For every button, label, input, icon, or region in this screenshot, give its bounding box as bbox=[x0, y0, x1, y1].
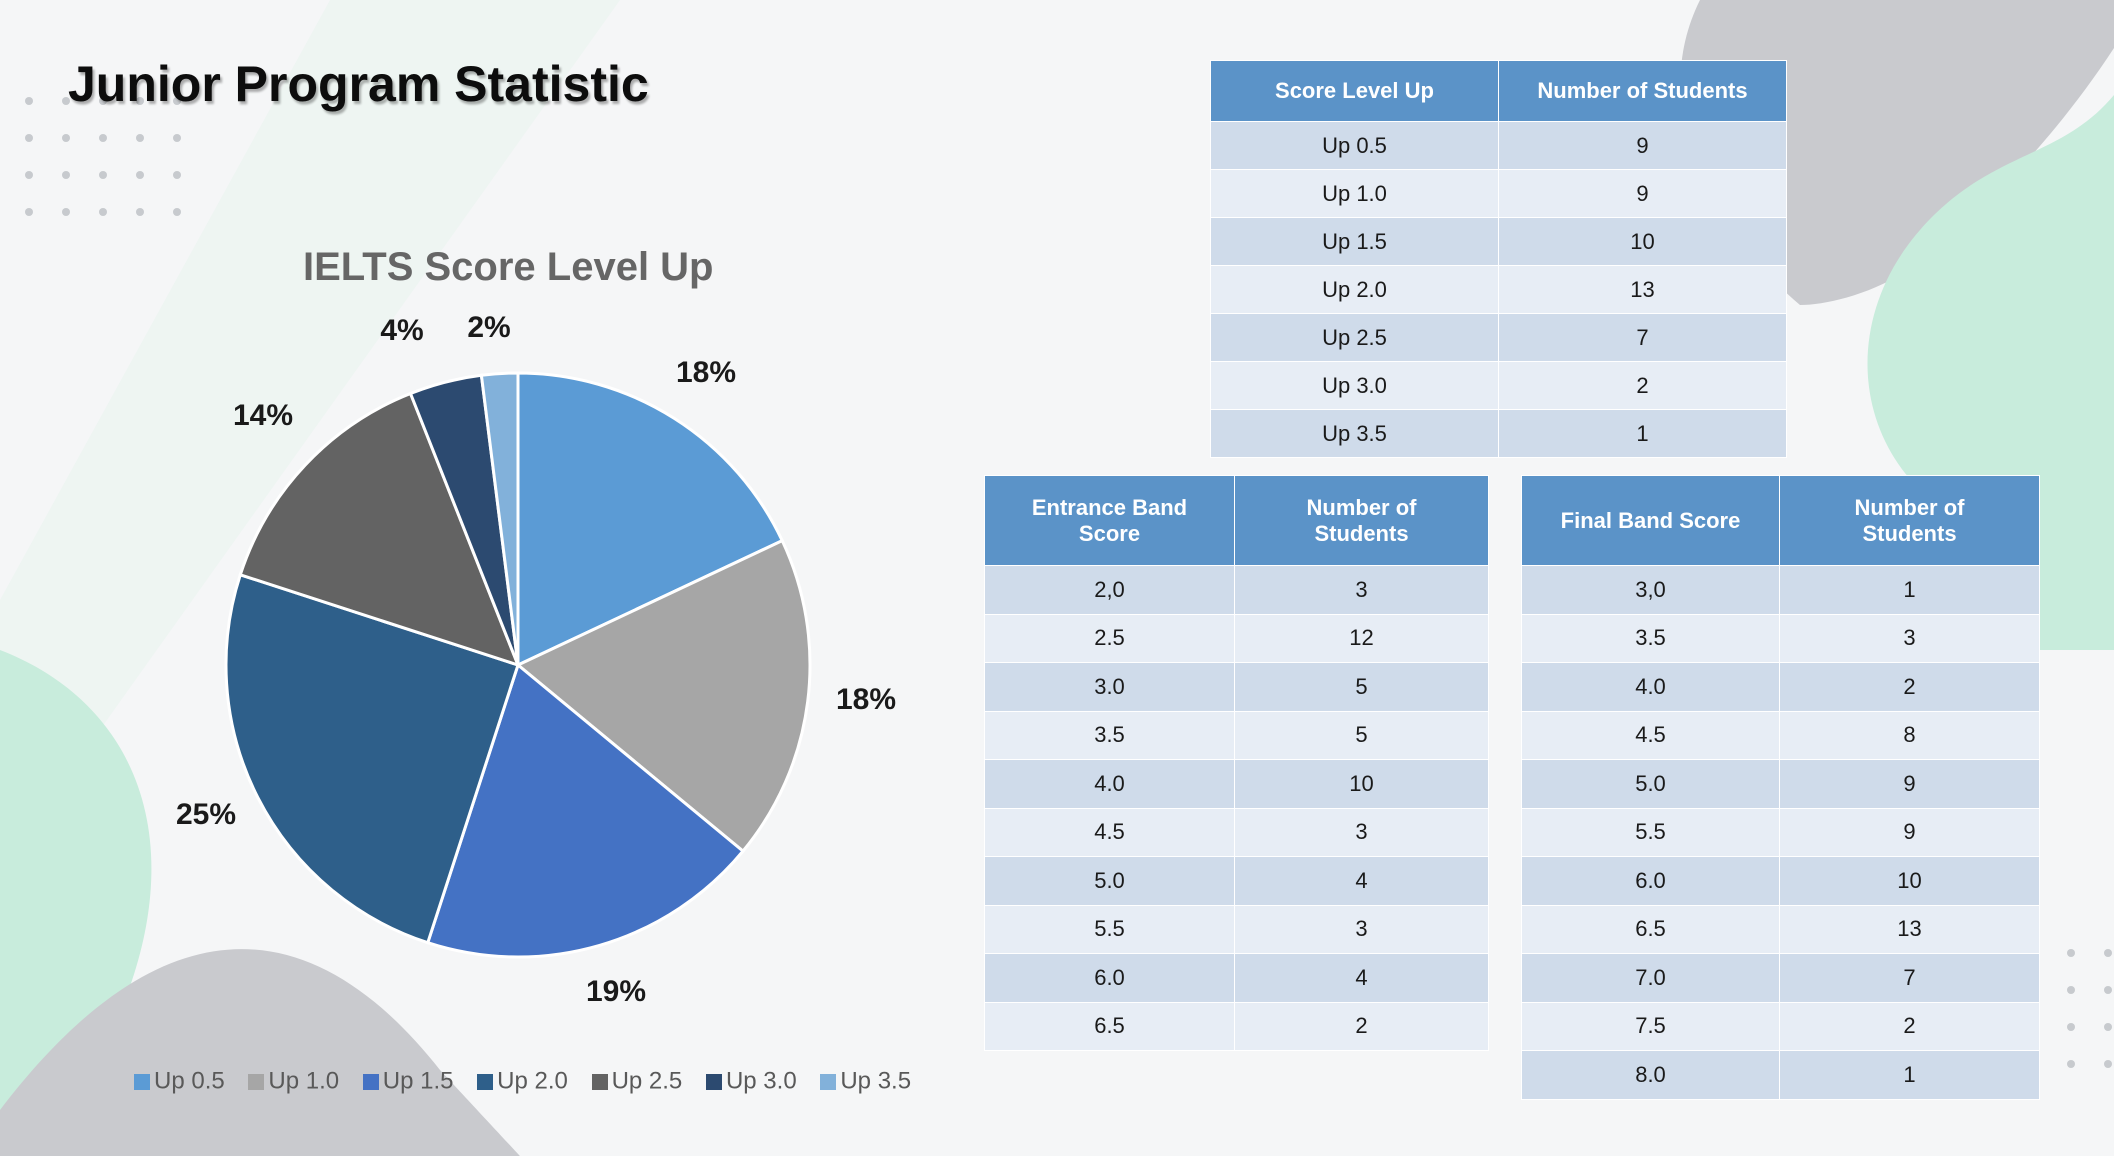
svg-text:25%: 25% bbox=[176, 798, 236, 831]
svg-text:19%: 19% bbox=[586, 975, 646, 1008]
svg-text:14%: 14% bbox=[233, 399, 293, 432]
svg-text:18%: 18% bbox=[676, 356, 736, 389]
svg-text:4%: 4% bbox=[380, 314, 423, 347]
svg-text:2%: 2% bbox=[467, 311, 510, 344]
svg-text:18%: 18% bbox=[836, 683, 896, 716]
